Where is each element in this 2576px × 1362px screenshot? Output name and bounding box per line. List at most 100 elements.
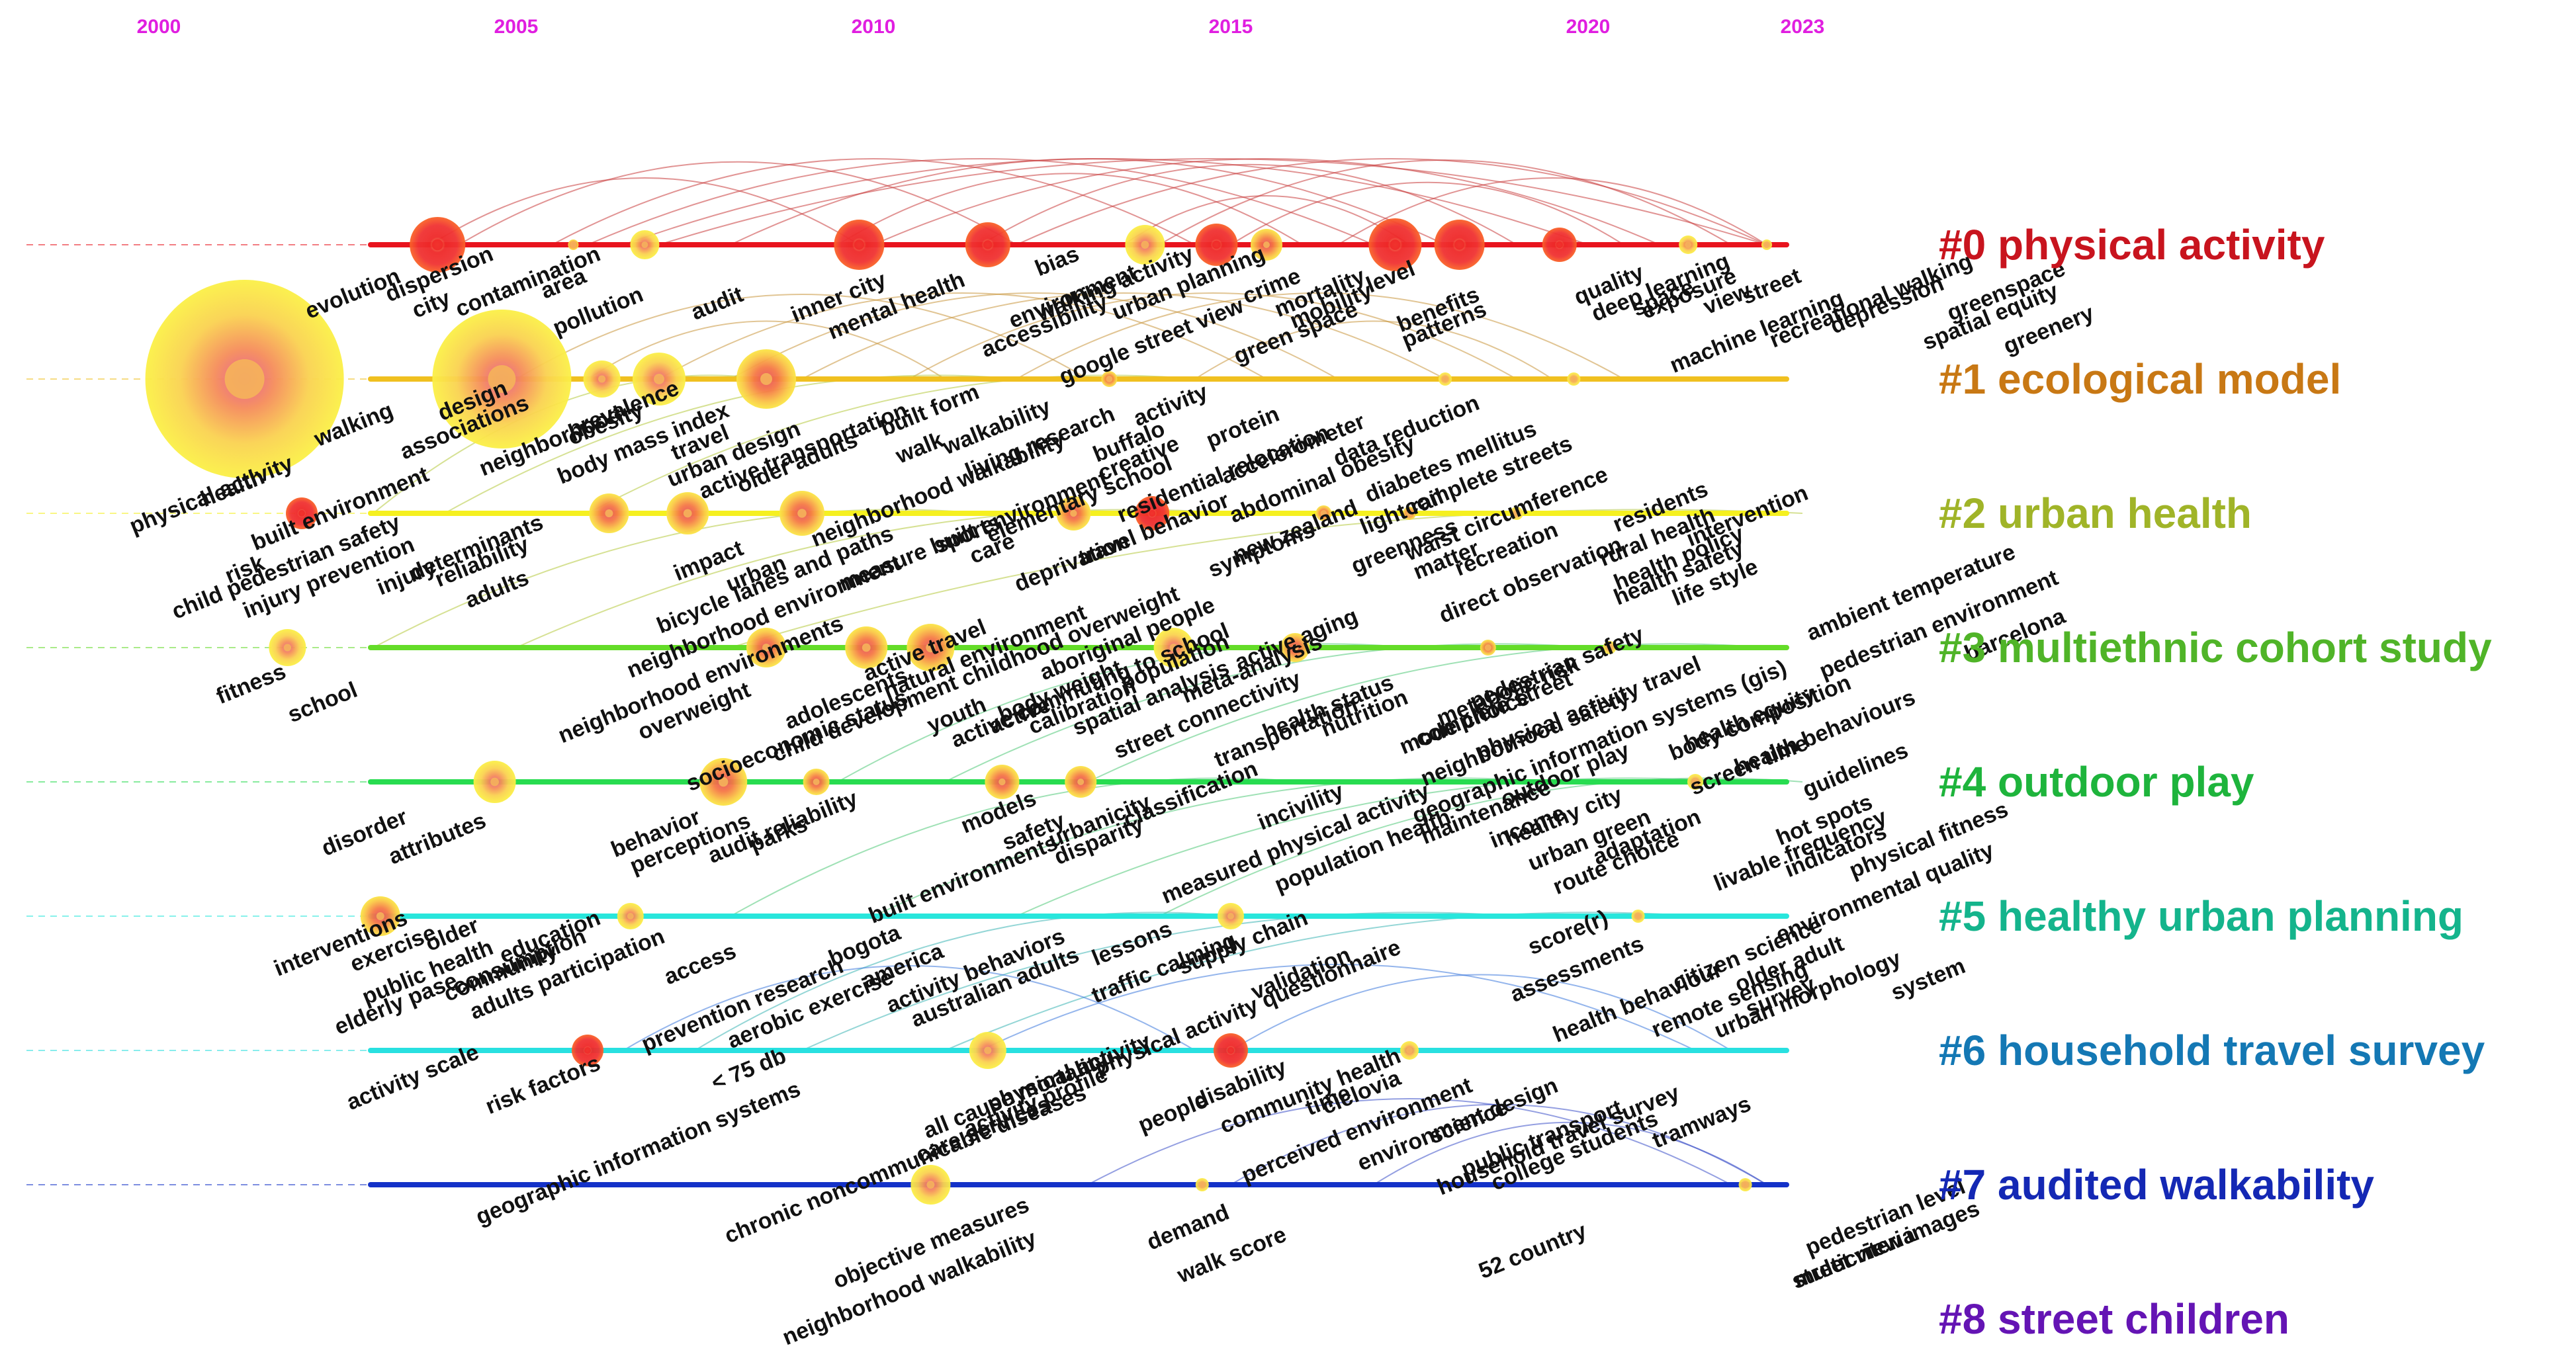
keyword-label: people: [1135, 1087, 1212, 1138]
co-occurrence-link: [980, 163, 1517, 245]
keyword-node-core: [1406, 510, 1413, 517]
keyword-node-core: [1742, 1181, 1749, 1188]
keyword-node-core: [224, 359, 265, 399]
keyword-node-core: [584, 1047, 591, 1054]
co-occurrence-link: [944, 912, 1696, 1051]
keyword-node-core: [1406, 1047, 1413, 1054]
co-occurrence-link: [1194, 320, 1553, 380]
co-occurrence-link: [1230, 181, 1624, 245]
co-occurrence-link: [730, 777, 1303, 917]
keyword-node-core: [999, 778, 1006, 786]
co-occurrence-link: [658, 292, 1267, 380]
keyword-label: activity: [1130, 379, 1212, 431]
keyword-node-core: [926, 642, 936, 653]
keyword-node-core: [1442, 376, 1448, 382]
co-occurrence-link: [551, 158, 1196, 245]
keyword-node-core: [1606, 644, 1613, 651]
keyword-node-core: [1454, 239, 1465, 250]
co-occurrence-link: [1016, 292, 1624, 380]
keyword-node-core: [1320, 510, 1327, 517]
co-occurrence-link: [429, 177, 860, 245]
keyword-node-core: [926, 1181, 935, 1189]
keyword-node-core: [862, 643, 871, 652]
keyword-node-core: [1141, 241, 1149, 249]
keyword-node-core: [984, 1046, 992, 1054]
keyword-node-core: [797, 509, 807, 518]
keyword-node-core: [1077, 779, 1085, 785]
cluster-label: #1 ecological model: [1939, 355, 2341, 403]
keyword-node-core: [1212, 240, 1221, 249]
co-occurrence-links: [373, 158, 1803, 1185]
keyword-node-core: [854, 239, 864, 250]
year-tick: 2010: [852, 16, 896, 38]
keyword-node-core: [431, 239, 443, 251]
keyword-node-core: [488, 365, 516, 393]
keyword-node-core: [762, 644, 770, 652]
keyword-node-core: [1484, 644, 1491, 651]
co-occurrence-link: [373, 509, 981, 648]
keyword-node-core: [298, 510, 305, 517]
keyword-label: access: [660, 939, 739, 990]
co-occurrence-link: [730, 292, 1339, 380]
cluster-label: #8 street children: [1939, 1295, 2289, 1343]
keyword-node-core: [1390, 239, 1401, 250]
keyword-node-core: [570, 241, 577, 248]
keyword-node-core: [654, 374, 664, 384]
keyword-node-core: [983, 240, 993, 249]
year-tick: 2005: [494, 16, 539, 38]
co-occurrence-link: [1373, 1121, 1767, 1185]
keyword-node-core: [1149, 509, 1156, 517]
co-occurrence-link: [837, 173, 1303, 245]
cluster-label: #6 household travel survey: [1939, 1027, 2485, 1074]
cluster-labels: #0 physical activity #1 ecological model #…: [1939, 221, 2492, 1343]
co-occurrence-link: [801, 912, 1517, 1051]
keyword-node-core: [627, 913, 634, 919]
cluster-label: #0 physical activity: [1939, 221, 2325, 269]
co-occurrence-link: [515, 509, 1231, 648]
keyword-node-core: [1106, 376, 1113, 382]
keyword-node-core: [605, 509, 613, 517]
keyword-node-core: [813, 779, 820, 785]
year-axis: 2000 2005 2010 2015 2020 2023: [137, 16, 1825, 38]
keyword-node-core: [283, 644, 291, 652]
cluster-label: #3 multiethnic cohort study: [1939, 624, 2492, 671]
co-occurrence-link: [1016, 777, 1732, 917]
keyword-node-core: [641, 241, 648, 248]
co-occurrence-link: [873, 777, 1553, 917]
keyword-node-core: [1513, 510, 1520, 517]
co-occurrence-link: [1123, 195, 1410, 245]
cluster-label: #4 outdoor play: [1939, 758, 2254, 806]
keyword-node-core: [1070, 509, 1077, 517]
keyword-node-core: [683, 509, 692, 518]
year-tick: 2020: [1566, 16, 1611, 38]
keyword-node-core: [1692, 779, 1699, 785]
cluster-label: #5 healthy urban planning: [1939, 892, 2464, 940]
keyword-node-core: [760, 373, 772, 385]
co-occurrence-link: [373, 374, 767, 514]
keyword-node-core: [376, 912, 384, 920]
keyword-label: audit: [688, 282, 747, 325]
co-occurrence-link: [515, 294, 1088, 380]
keyword-node-core: [1556, 241, 1563, 249]
keyword-node-core: [1685, 241, 1692, 248]
cluster-label: #2 urban health: [1939, 489, 2252, 537]
keyword-node-core: [1570, 376, 1577, 382]
keyword-node-core: [1227, 913, 1234, 919]
keyword-node-core: [490, 777, 499, 787]
keyword-label: risk factors: [482, 1050, 603, 1119]
keyword-nodes: [145, 217, 1772, 1205]
co-occurrence-link: [801, 292, 1446, 380]
co-occurrence-link: [837, 643, 1410, 783]
keyword-node-core: [1763, 241, 1770, 248]
co-occurrence-link: [587, 158, 1374, 245]
keyword-node-core: [1634, 913, 1642, 919]
keyword-label: school: [285, 677, 361, 728]
co-occurrence-link: [623, 965, 1196, 1051]
keyword-node-core: [719, 777, 729, 787]
co-occurrence-link: [459, 161, 1017, 245]
co-occurrence-link: [1087, 643, 1767, 783]
co-occurrence-link: [1016, 158, 1767, 245]
co-occurrence-link: [730, 509, 1803, 648]
keyword-node-core: [1169, 644, 1178, 652]
